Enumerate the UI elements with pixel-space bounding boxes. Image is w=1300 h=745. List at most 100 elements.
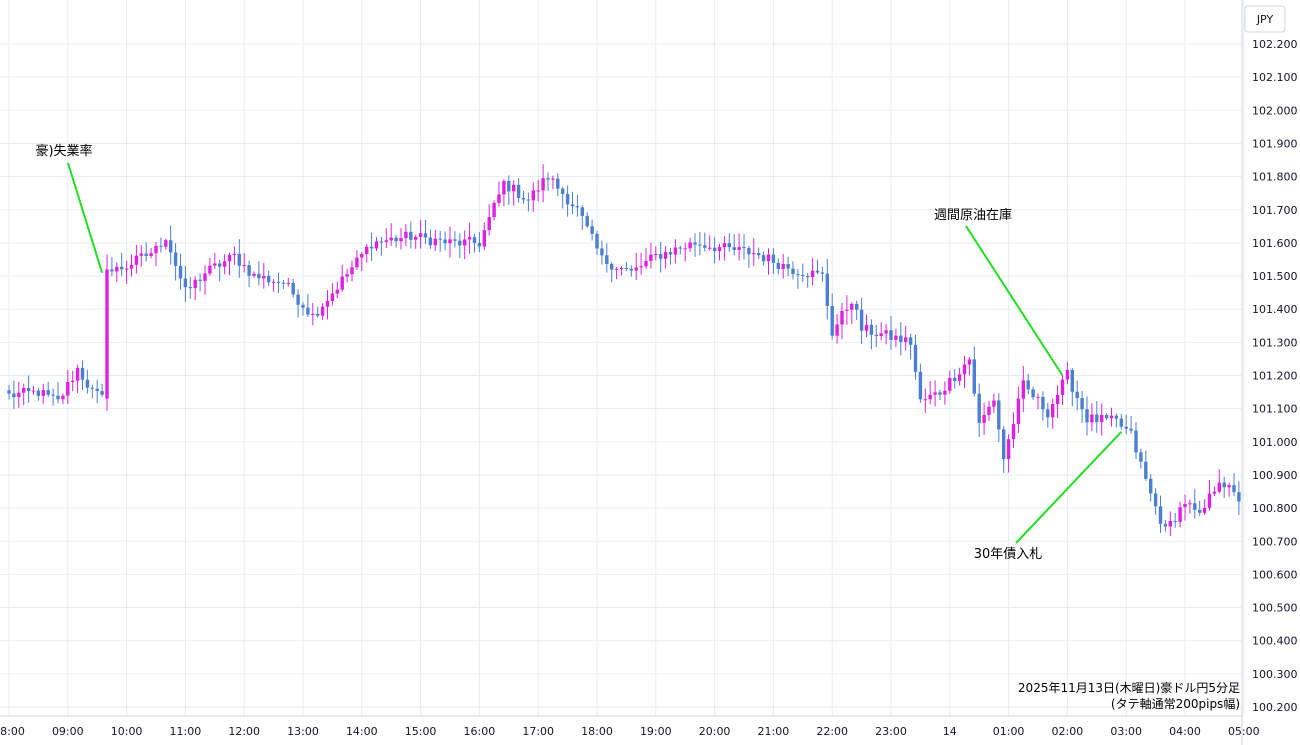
candle-body <box>1075 391 1079 399</box>
candle-body <box>972 359 976 394</box>
candle-body <box>100 391 104 395</box>
y-tick-label: 100.600 <box>1252 568 1298 581</box>
candle-body <box>820 272 825 274</box>
candle-body <box>1158 506 1163 524</box>
candle-body <box>291 283 295 295</box>
candle-body <box>178 265 183 279</box>
x-tick-label: 14 <box>943 725 957 738</box>
candle-body <box>115 266 119 272</box>
candle-body <box>757 253 761 256</box>
candle-body <box>1100 414 1104 423</box>
candle-body <box>1198 509 1202 513</box>
candle-body <box>281 282 286 284</box>
candle-body <box>355 257 359 268</box>
candle-body <box>526 199 531 201</box>
candle-body <box>1011 424 1016 440</box>
candle-body <box>561 188 565 194</box>
candle-body <box>31 390 36 392</box>
candle-body <box>345 274 349 277</box>
candle-body <box>1129 428 1133 431</box>
candle-body <box>458 240 462 246</box>
candle-body <box>7 390 11 394</box>
candle-body <box>614 268 619 270</box>
candle-body <box>546 178 550 180</box>
candle-body <box>1232 485 1236 493</box>
x-tick-label: 16:00 <box>464 725 496 738</box>
candle-body <box>1085 409 1089 423</box>
candle-body <box>71 380 75 383</box>
candle-body <box>801 274 805 277</box>
candles <box>7 164 1241 537</box>
candle-body <box>1119 418 1123 427</box>
y-tick-label: 102.000 <box>1252 104 1298 117</box>
y-tick-label: 102.200 <box>1252 38 1298 51</box>
candle-body <box>169 240 173 253</box>
candle-body <box>639 266 643 268</box>
candle-body <box>923 399 927 401</box>
candle-body <box>938 392 942 395</box>
candle-body <box>22 387 26 393</box>
candle-body <box>311 313 315 315</box>
candle-body <box>350 267 354 275</box>
currency-box <box>1244 5 1286 33</box>
candle-body <box>810 270 815 278</box>
candle-body <box>159 245 163 247</box>
candle-body <box>737 247 741 250</box>
candle-body <box>276 281 281 283</box>
candle-body <box>644 260 648 267</box>
x-tick-label: 09:00 <box>52 725 84 738</box>
y-tick-label: 101.200 <box>1252 370 1298 383</box>
candle-body <box>864 324 869 331</box>
candle-body <box>1021 380 1025 399</box>
candle-body <box>1173 521 1177 523</box>
candle-body <box>747 248 751 255</box>
candle-body <box>414 236 418 240</box>
x-tick-label: 13:00 <box>287 725 319 738</box>
candle-body <box>1193 503 1197 510</box>
grid <box>0 0 1245 716</box>
candle-body <box>595 233 599 249</box>
chart-caption-line1: 2025年11月13日(木曜日)豪ドル円5分足 <box>1018 680 1240 695</box>
candle-body <box>712 247 717 252</box>
candle-body <box>791 268 795 275</box>
candle-body <box>575 206 580 208</box>
candle-body <box>286 283 290 285</box>
candle-body <box>1080 398 1084 410</box>
candle-body <box>1016 398 1021 425</box>
candle-body <box>467 237 472 240</box>
candle-body <box>242 265 246 267</box>
candle-body <box>80 367 85 380</box>
candle-body <box>663 252 668 259</box>
candle-body <box>188 287 192 289</box>
candle-body <box>164 240 168 247</box>
candle-body <box>90 387 94 389</box>
candle-body <box>673 247 678 255</box>
candle-body <box>428 237 433 246</box>
candle-body <box>1065 369 1070 380</box>
currency-label: JPY <box>1256 13 1274 26</box>
candle-body <box>443 239 447 244</box>
candle-body <box>732 247 736 250</box>
candle-body <box>688 242 692 249</box>
candle-body <box>507 180 511 192</box>
candle-body <box>134 255 139 265</box>
y-tick-label: 100.500 <box>1252 602 1298 615</box>
candle-body <box>982 414 986 423</box>
candle-body <box>957 374 962 381</box>
candle-body <box>320 306 325 316</box>
x-tick-label: 21:00 <box>758 725 790 738</box>
candle-body <box>649 254 653 261</box>
candle-body <box>977 393 981 423</box>
candle-body <box>766 254 771 262</box>
candle-body <box>1006 439 1011 460</box>
candle-body <box>541 178 545 191</box>
candle-body <box>825 273 829 306</box>
candle-body <box>139 253 143 256</box>
candle-body <box>1109 415 1114 419</box>
candle-body <box>267 275 271 283</box>
candle-body <box>1051 403 1055 418</box>
candle-body <box>962 364 967 375</box>
candle-body <box>51 394 55 396</box>
annotation-line <box>67 162 104 274</box>
